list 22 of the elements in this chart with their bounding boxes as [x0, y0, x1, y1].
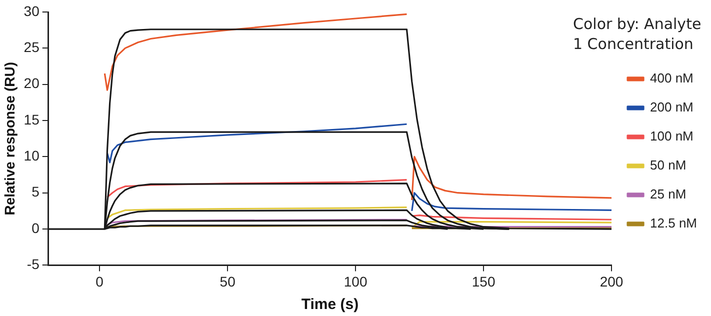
y-tick-label: -5: [26, 256, 40, 272]
legend-label: 25 nM: [650, 186, 686, 202]
y-tick-label: 5: [32, 184, 40, 200]
y-tick-label: 10: [24, 148, 40, 164]
x-tick-label: 50: [220, 273, 236, 290]
legend-title: Color by: Analyte 1 Concentration: [573, 14, 702, 54]
x-tick-label: 0: [96, 273, 104, 290]
x-tick-label: 150: [472, 273, 496, 290]
y-tick-label: 20: [24, 75, 40, 92]
x-axis-title: Time (s): [301, 296, 359, 314]
y-tick-label: 0: [32, 220, 40, 236]
y-tick-label: 25: [24, 39, 40, 56]
legend-label: 50 nM: [650, 157, 686, 172]
y-tick-label: 15: [24, 111, 40, 128]
x-tick-label: 100: [344, 273, 368, 290]
x-tick-label: 200: [600, 273, 624, 290]
y-tick-label: 30: [24, 2, 40, 19]
legend-label: 200 nM: [650, 99, 694, 114]
y-axis-title: Relative response (RU): [1, 62, 18, 216]
legend-label: 100 nM: [650, 128, 694, 144]
legend-label: 400 nM: [650, 70, 694, 86]
legend-label: 12.5 nM: [650, 215, 698, 230]
